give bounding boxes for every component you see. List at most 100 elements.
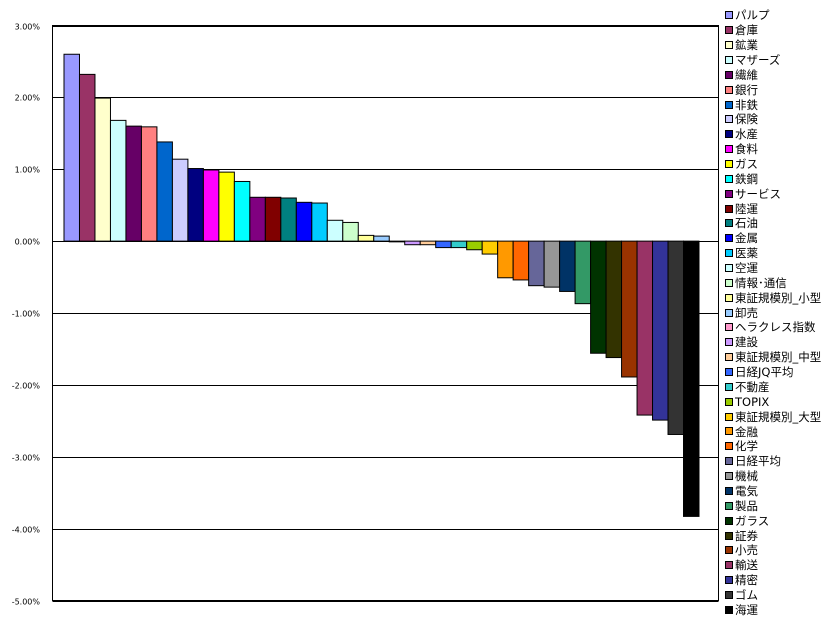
- legend-swatch: [725, 204, 733, 213]
- bar-15: [295, 201, 313, 242]
- legend-label: サービス: [735, 186, 781, 201]
- bar-0: [63, 53, 80, 242]
- legend-item: 電気: [725, 484, 821, 499]
- legend-label: 非鉄: [735, 97, 758, 112]
- bar-35: [605, 240, 623, 359]
- legend-item: ガス: [725, 157, 821, 172]
- legend-item: 化学: [725, 439, 821, 454]
- legend-label: 東証規模別_中型: [735, 350, 822, 365]
- legend-swatch: [725, 189, 733, 198]
- legend-swatch: [725, 308, 733, 317]
- y-tick-label: -2.00%: [12, 382, 41, 391]
- legend-item: 水産: [725, 127, 821, 142]
- legend-item: ヘラクレス指数: [725, 320, 821, 335]
- legend-swatch: [725, 397, 733, 406]
- legend-item: 輸送: [725, 558, 821, 573]
- bar-39: [667, 240, 685, 435]
- bar-18: [342, 221, 359, 242]
- legend-item: 建設: [725, 335, 821, 350]
- legend-label: 陸運: [735, 201, 758, 216]
- legend-label: ヘラクレス指数: [735, 320, 816, 335]
- legend-label: 水産: [735, 127, 758, 142]
- bar-25: [450, 240, 468, 249]
- bar-30: [528, 240, 545, 287]
- legend-swatch: [725, 368, 733, 377]
- bar-31: [543, 240, 561, 288]
- legend-label: 建設: [735, 335, 758, 350]
- bar-5: [140, 126, 158, 242]
- legend-item: 医薬: [725, 246, 821, 261]
- legend-label: 石油: [735, 216, 758, 231]
- legend-swatch: [725, 145, 733, 154]
- legend-label: パルプ: [735, 8, 770, 23]
- legend-item: 陸運: [725, 201, 821, 216]
- legend-label: 卸売: [735, 305, 758, 320]
- legend-item: 鉱業: [725, 38, 821, 53]
- legend-label: 金属: [735, 231, 758, 246]
- legend-label: ガス: [735, 157, 758, 172]
- legend-label: 東証規模別_小型: [735, 290, 822, 305]
- legend-swatch: [725, 323, 733, 332]
- legend-swatch: [725, 41, 733, 50]
- bar-22: [404, 240, 421, 246]
- legend-swatch: [725, 85, 733, 94]
- legend-item: 証券: [725, 528, 821, 543]
- legend-swatch: [725, 338, 733, 347]
- legend-label: 輸送: [735, 558, 758, 573]
- legend-item: 小売: [725, 543, 821, 558]
- legend-swatch: [725, 486, 733, 495]
- legend-item: 金融: [725, 424, 821, 439]
- legend-item: 保険: [725, 112, 821, 127]
- legend-label: 海運: [735, 602, 758, 617]
- y-tick-label: -5.00%: [12, 598, 41, 607]
- legend-swatch: [725, 100, 733, 109]
- legend-label: 日経JQ平均: [735, 365, 794, 380]
- legend-item: ガラス: [725, 513, 821, 528]
- legend-swatch: [725, 546, 733, 555]
- legend-item: 食料: [725, 142, 821, 157]
- legend-swatch: [725, 590, 733, 599]
- legend-swatch: [725, 382, 733, 391]
- legend-label: 保険: [735, 112, 758, 127]
- bar-29: [512, 240, 530, 281]
- legend-swatch: [725, 427, 733, 436]
- bar-7: [171, 158, 189, 242]
- bar-20: [373, 235, 390, 242]
- legend-swatch: [725, 115, 733, 124]
- legend-swatch: [725, 531, 733, 540]
- legend-swatch: [725, 442, 733, 451]
- plot-area-border: [52, 25, 719, 601]
- legend-item: 銀行: [725, 82, 821, 97]
- legend-label: 電気: [735, 483, 758, 498]
- bar-8: [187, 168, 204, 242]
- legend-label: 食料: [735, 142, 758, 157]
- bar-21: [388, 240, 406, 243]
- legend-label: TOPIX: [735, 394, 770, 409]
- y-tick-label: 0.00%: [15, 238, 41, 247]
- y-tick-label: -4.00%: [12, 526, 41, 535]
- legend-swatch: [725, 219, 733, 228]
- bar-12: [249, 196, 266, 242]
- legend-label: 鉄鋼: [735, 171, 758, 186]
- legend-label: 銀行: [735, 82, 758, 97]
- legend-label: 機械: [735, 469, 758, 484]
- legend-label: 空運: [735, 261, 758, 276]
- bar-3: [109, 119, 127, 242]
- legend-item: 機械: [725, 469, 821, 484]
- y-tick-label: 2.00%: [15, 94, 41, 103]
- bar-10: [218, 171, 235, 242]
- legend-item: 精密: [725, 573, 821, 588]
- legend-swatch: [725, 160, 733, 169]
- bar-2: [94, 97, 111, 242]
- bar-13: [264, 196, 282, 242]
- bar-34: [590, 240, 607, 354]
- legend-item: 海運: [725, 602, 821, 617]
- legend-item: パルプ: [725, 8, 821, 23]
- legend-label: ゴム: [735, 587, 758, 602]
- bar-17: [326, 219, 344, 242]
- bar-24: [435, 240, 452, 249]
- legend-label: 製品: [735, 498, 758, 513]
- legend-label: 証券: [735, 528, 758, 543]
- legend-swatch: [725, 412, 733, 421]
